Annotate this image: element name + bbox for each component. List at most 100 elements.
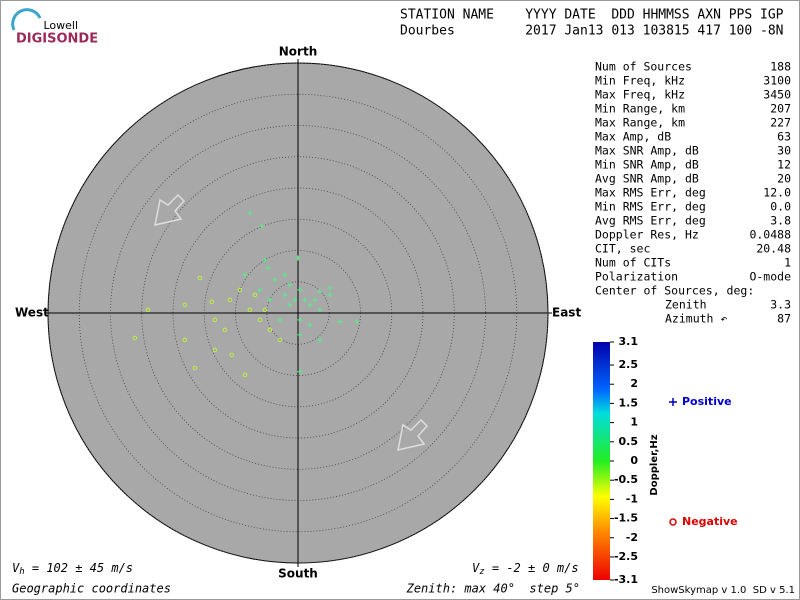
velocity-arrow [397,418,429,451]
source-circle [247,307,253,313]
source-plus [242,272,248,278]
source-plus [292,297,298,303]
colorbar-tick-label: 0 [630,454,638,467]
source-plus [282,272,288,278]
source-plus [277,317,283,323]
source-plus [287,282,293,288]
center-value: 87 [777,312,791,326]
source-circle [222,327,228,333]
colorbar-tick-label: 1 [630,416,638,429]
logo-bottom: DIGISONDE [16,32,98,47]
direction-label: West [15,306,49,320]
source-circle [267,327,273,333]
stat-label: Min SNR Amp, dB [595,158,699,172]
direction-label: East [552,306,581,320]
legend-label: Positive [682,395,732,408]
stat-label: Min Freq, kHz [595,74,685,88]
source-plus [282,292,288,298]
source-circle [277,337,283,343]
stat-value: 3100 [763,74,791,88]
source-plus [297,287,303,293]
stat-value: 0.0488 [749,228,791,242]
source-circle [212,347,218,353]
stat-label: Doppler Res, Hz [595,228,699,242]
colorbar-tick-label: 1.5 [619,396,639,409]
zenith-label: Zenith: max 40° step 5° [406,582,580,596]
source-plus [272,277,278,283]
coords-label: Geographic coordinates [12,582,171,596]
stat-label: Max Amp, dB [595,130,671,144]
stat-label: Max RMS Err, deg [595,186,706,200]
stat-label: Max Freq, kHz [595,88,685,102]
stat-value: 12 [777,158,791,172]
center-label: Azimuth ↶ [665,312,727,326]
source-plus [327,285,333,291]
source-plus [307,322,313,328]
source-plus [337,319,343,325]
stat-value: 207 [770,102,791,116]
legend-marker [669,518,677,526]
stat-value: 20 [777,172,791,186]
source-plus [257,287,263,293]
source-circle [182,302,188,308]
source-circle [145,307,151,313]
source-circle [252,292,258,298]
center-label: Zenith [665,298,707,312]
stat-value: 3.8 [770,214,791,228]
version-label: ShowSkymap v 1.0 SD v 5.1 [651,585,795,596]
source-plus [297,332,303,338]
source-plus [287,302,293,308]
source-plus [262,257,268,263]
stat-label: Avg RMS Err, deg [595,214,706,228]
stat-value: 1 [784,256,791,270]
stat-value: 12.0 [763,186,791,200]
source-circle [209,299,215,305]
source-plus [297,317,303,323]
colorbar-tick-label: 3.1 [619,335,639,348]
colorbar [593,342,610,580]
legend-marker [669,398,677,406]
source-circle [237,287,243,293]
vz-label: Vz = -2 ± 0 m/s [472,561,579,577]
vh-label: Vh = 102 ± 45 m/s [12,561,133,577]
source-plus [354,319,360,325]
colorbar-tick-label: 2 [630,377,638,390]
source-circle [132,335,138,341]
stat-label: Num of CITs [595,256,671,270]
legend-label: Negative [682,515,738,528]
stat-value: 3450 [763,88,791,102]
stat-label: CIT, sec [595,242,650,256]
source-plus [297,369,303,375]
source-plus [317,307,323,313]
source-circle [227,297,233,303]
source-plus [265,265,271,271]
stat-label: Max Range, km [595,116,685,130]
source-circle [262,307,268,313]
source-plus [259,223,265,229]
source-plus [312,297,318,303]
direction-label: South [278,567,318,581]
source-plus [327,292,333,298]
logo-arc [11,8,42,31]
source-plus [302,297,308,303]
colorbar-tick-label: 0.5 [619,435,639,448]
stat-value: 188 [770,60,791,74]
colorbar-tick-label: -2.5 [614,550,638,563]
center-value: 3.3 [770,298,791,312]
source-plus [295,255,301,261]
source-plus [267,297,273,303]
center-title: Center of Sources, deg: [595,284,754,298]
stat-value: 63 [777,130,791,144]
logo-top: Lowell [43,19,78,32]
stat-value: 20.48 [756,242,791,256]
colorbar-tick-label: -3.1 [614,573,638,586]
source-plus [247,210,253,216]
direction-label: North [279,45,317,59]
stat-label: Min Range, km [595,102,685,116]
source-circle [197,275,203,281]
colorbar-tick-label: 2.5 [619,358,639,371]
colorbar-tick-label: -0.5 [614,473,638,486]
stat-label: Max SNR Amp, dB [595,144,699,158]
colorbar-label: Doppler,Hz [649,434,660,495]
